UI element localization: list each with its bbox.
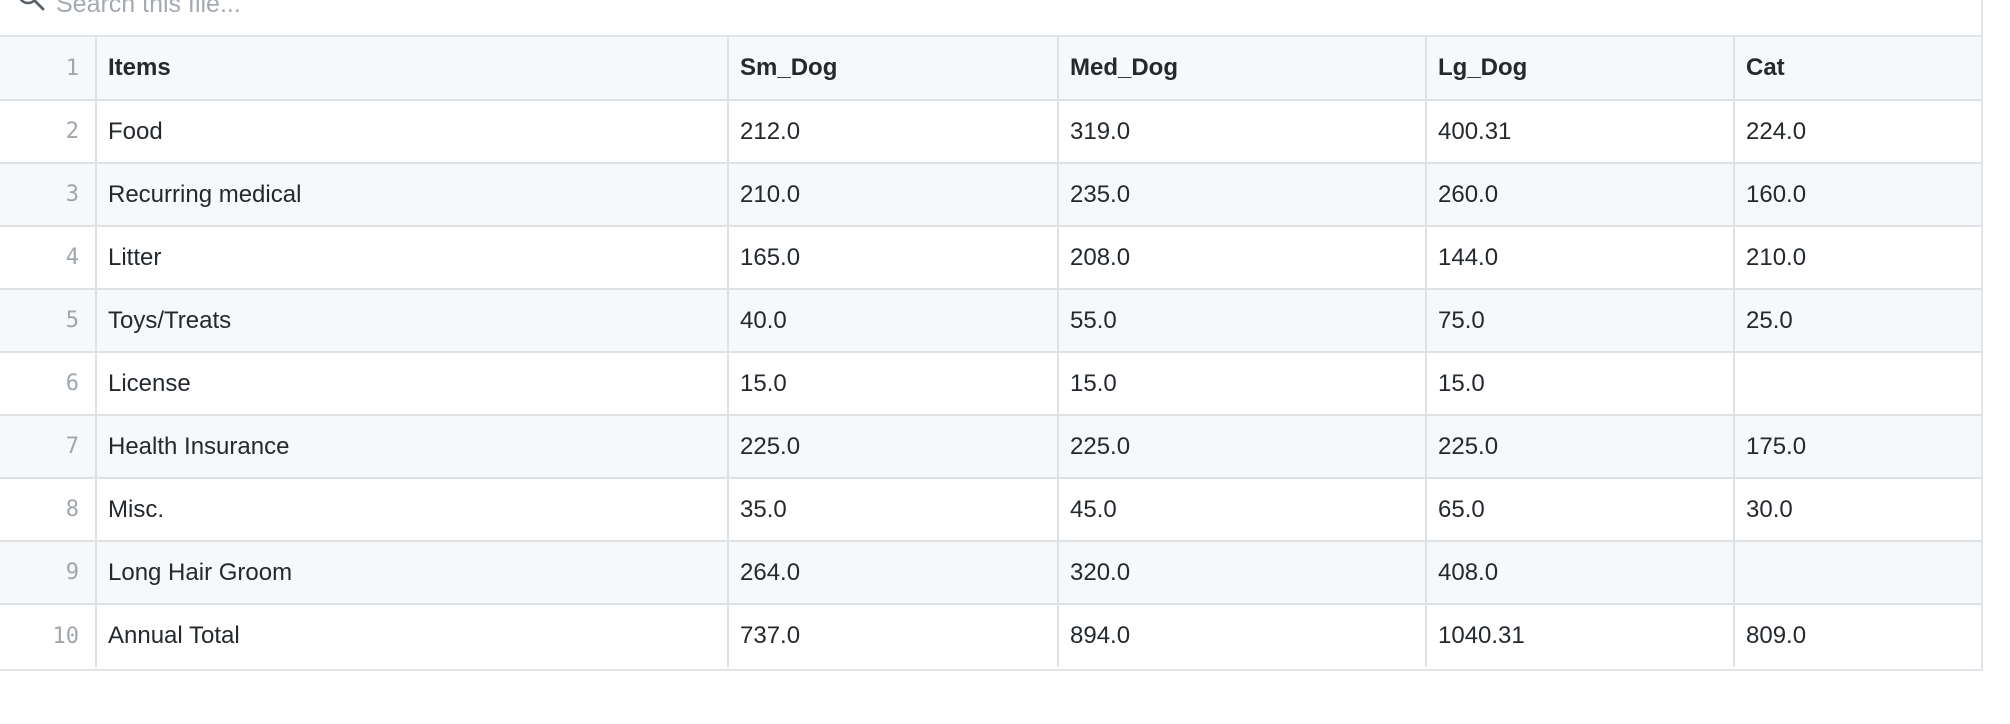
table-cell: 225.0 bbox=[1425, 414, 1735, 479]
table-cell: 809.0 bbox=[1733, 603, 1981, 667]
table-cell: Litter bbox=[95, 225, 729, 290]
table-cell: 224.0 bbox=[1733, 99, 1981, 164]
table-cell: 15.0 bbox=[1425, 351, 1735, 416]
table-cell bbox=[1733, 540, 1981, 605]
line-number[interactable]: 1 bbox=[0, 37, 97, 101]
table-cell: 408.0 bbox=[1425, 540, 1735, 605]
table-cell bbox=[1733, 351, 1981, 416]
line-number[interactable]: 7 bbox=[0, 414, 97, 479]
table-cell: 264.0 bbox=[727, 540, 1059, 605]
table-cell: License bbox=[95, 351, 729, 416]
table-cell: 400.31 bbox=[1425, 99, 1735, 164]
line-number[interactable]: 8 bbox=[0, 477, 97, 542]
column-header-lg-dog: Lg_Dog bbox=[1425, 37, 1735, 101]
table-cell: 25.0 bbox=[1733, 288, 1981, 353]
table-cell: 15.0 bbox=[727, 351, 1059, 416]
table-cell: Health Insurance bbox=[95, 414, 729, 479]
line-number[interactable]: 2 bbox=[0, 99, 97, 164]
table-cell: 15.0 bbox=[1057, 351, 1427, 416]
column-header-sm-dog: Sm_Dog bbox=[727, 37, 1059, 101]
table-row: 7 Health Insurance 225.0 225.0 225.0 175… bbox=[0, 414, 1981, 479]
table-row: 8 Misc. 35.0 45.0 65.0 30.0 bbox=[0, 477, 1981, 542]
column-header-med-dog: Med_Dog bbox=[1057, 37, 1427, 101]
column-header-cat: Cat bbox=[1733, 37, 1981, 101]
search-bar bbox=[0, 0, 1981, 37]
table-cell: 40.0 bbox=[727, 288, 1059, 353]
table-row: 5 Toys/Treats 40.0 55.0 75.0 25.0 bbox=[0, 288, 1981, 353]
table-cell: 210.0 bbox=[727, 162, 1059, 227]
table-cell: 894.0 bbox=[1057, 603, 1427, 667]
table-cell: 225.0 bbox=[1057, 414, 1427, 479]
table-row: 9 Long Hair Groom 264.0 320.0 408.0 bbox=[0, 540, 1981, 605]
table-cell: 55.0 bbox=[1057, 288, 1427, 353]
table-cell: 210.0 bbox=[1733, 225, 1981, 290]
table-cell: 235.0 bbox=[1057, 162, 1427, 227]
table-cell: 75.0 bbox=[1425, 288, 1735, 353]
search-icon bbox=[16, 0, 46, 12]
line-number[interactable]: 6 bbox=[0, 351, 97, 416]
column-header-items: Items bbox=[95, 37, 729, 101]
table-cell: 225.0 bbox=[727, 414, 1059, 479]
table-cell: 30.0 bbox=[1733, 477, 1981, 542]
table-cell: 1040.31 bbox=[1425, 603, 1735, 667]
table-cell: 45.0 bbox=[1057, 477, 1427, 542]
line-number[interactable]: 3 bbox=[0, 162, 97, 227]
line-number[interactable]: 5 bbox=[0, 288, 97, 353]
table-cell: 144.0 bbox=[1425, 225, 1735, 290]
table-cell: 320.0 bbox=[1057, 540, 1427, 605]
table-cell: Toys/Treats bbox=[95, 288, 729, 353]
csv-table: 1 Items Sm_Dog Med_Dog Lg_Dog Cat 2 Food… bbox=[0, 37, 1981, 667]
table-cell: 65.0 bbox=[1425, 477, 1735, 542]
csv-file-viewer: 1 Items Sm_Dog Med_Dog Lg_Dog Cat 2 Food… bbox=[0, 0, 1983, 671]
table-row: 2 Food 212.0 319.0 400.31 224.0 bbox=[0, 99, 1981, 164]
table-cell: 212.0 bbox=[727, 99, 1059, 164]
table-cell: 208.0 bbox=[1057, 225, 1427, 290]
table-cell: 160.0 bbox=[1733, 162, 1981, 227]
table-cell: 35.0 bbox=[727, 477, 1059, 542]
table-cell: 165.0 bbox=[727, 225, 1059, 290]
table-row: 3 Recurring medical 210.0 235.0 260.0 16… bbox=[0, 162, 1981, 227]
table-cell: 175.0 bbox=[1733, 414, 1981, 479]
table-row: 6 License 15.0 15.0 15.0 bbox=[0, 351, 1981, 416]
table-cell: Recurring medical bbox=[95, 162, 729, 227]
table-cell: Food bbox=[95, 99, 729, 164]
table-cell: Misc. bbox=[95, 477, 729, 542]
table-cell: Long Hair Groom bbox=[95, 540, 729, 605]
search-input[interactable] bbox=[56, 0, 856, 24]
table-row: 10 Annual Total 737.0 894.0 1040.31 809.… bbox=[0, 603, 1981, 667]
table-cell: Annual Total bbox=[95, 603, 729, 667]
table-row: 4 Litter 165.0 208.0 144.0 210.0 bbox=[0, 225, 1981, 290]
line-number[interactable]: 10 bbox=[0, 603, 97, 667]
table-header-row: 1 Items Sm_Dog Med_Dog Lg_Dog Cat bbox=[0, 37, 1981, 101]
table-cell: 260.0 bbox=[1425, 162, 1735, 227]
table-cell: 319.0 bbox=[1057, 99, 1427, 164]
line-number[interactable]: 9 bbox=[0, 540, 97, 605]
line-number[interactable]: 4 bbox=[0, 225, 97, 290]
table-cell: 737.0 bbox=[727, 603, 1059, 667]
